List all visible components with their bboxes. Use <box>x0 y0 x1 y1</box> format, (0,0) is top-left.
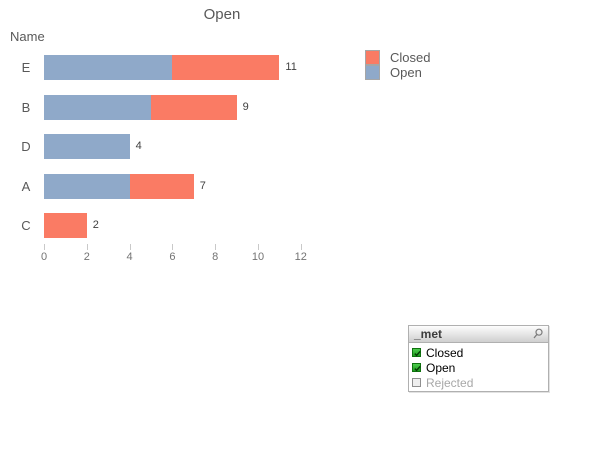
bar-segment-closed[interactable] <box>172 55 280 80</box>
x-axis-tick-label: 4 <box>126 251 133 263</box>
listbox-met: _met Closed Open Rejected <box>408 325 549 392</box>
bar-value-label: 11 <box>285 61 297 73</box>
x-axis-tick <box>86 244 88 250</box>
checkbox-checked-icon[interactable] <box>412 348 421 357</box>
listbox-caption-bar[interactable]: _met <box>409 326 548 343</box>
chart-legend: Closed Open <box>365 50 430 80</box>
legend-swatch <box>365 50 380 65</box>
bar-segment-closed[interactable] <box>44 213 87 238</box>
search-icon[interactable] <box>532 328 544 340</box>
legend-swatch <box>365 65 380 80</box>
x-axis-tick-label: 12 <box>294 251 307 263</box>
listbox-title: _met <box>414 327 443 341</box>
listbox-item-rejected[interactable]: Rejected <box>409 375 548 390</box>
listbox-item-label: Open <box>426 360 456 375</box>
bar-segment-closed[interactable] <box>151 94 237 120</box>
bar-value-label: 4 <box>135 140 142 152</box>
x-axis-tick <box>44 244 45 250</box>
listbox-item-closed[interactable]: Closed <box>409 345 548 360</box>
x-axis-tick-label: 0 <box>40 251 48 263</box>
listbox-items: Closed Open Rejected <box>409 343 548 390</box>
bar-row <box>44 134 130 159</box>
x-axis-tick-label: 2 <box>83 251 90 263</box>
category-label: B <box>21 99 31 115</box>
chart-title: Open <box>203 6 241 23</box>
x-axis-tick <box>300 244 302 250</box>
legend-item-open: Open <box>365 65 430 80</box>
bar-value-label: 7 <box>199 179 206 192</box>
bar-row <box>44 55 280 80</box>
x-axis-tick <box>129 244 131 250</box>
bar-segment-open[interactable] <box>44 134 130 159</box>
listbox-item-label: Rejected <box>426 375 474 390</box>
bar-segment-open[interactable] <box>44 94 151 120</box>
x-axis-tick <box>172 244 174 250</box>
x-axis-tick <box>258 244 259 250</box>
listbox-item-open[interactable]: Open <box>409 360 548 375</box>
x-axis-tick <box>215 244 217 250</box>
bar-row <box>44 94 237 120</box>
legend-label: Closed <box>390 50 431 65</box>
bar-segment-open[interactable] <box>44 173 130 199</box>
legend-label: Open <box>390 65 422 80</box>
checkbox-checked-icon[interactable] <box>412 363 421 372</box>
x-axis-tick-label: 8 <box>212 251 219 263</box>
bar-segment-closed[interactable] <box>129 173 194 199</box>
bar-value-label: 9 <box>242 100 249 113</box>
bar-row <box>44 213 87 238</box>
category-label: E <box>21 60 31 75</box>
checkbox-unchecked-icon[interactable] <box>412 378 421 387</box>
category-label: C <box>21 218 31 233</box>
listbox-item-label: Closed <box>426 345 464 360</box>
x-axis-tick-label: 10 <box>251 251 265 263</box>
bar-segment-open[interactable] <box>44 55 173 80</box>
legend-item-closed: Closed <box>365 50 430 65</box>
category-label: D <box>21 139 31 154</box>
x-axis-tick-label: 6 <box>169 251 176 263</box>
bar-row <box>44 173 194 199</box>
category-label: A <box>21 178 31 194</box>
dimension-axis-label: Name <box>10 29 45 44</box>
bar-value-label: 2 <box>92 219 99 231</box>
